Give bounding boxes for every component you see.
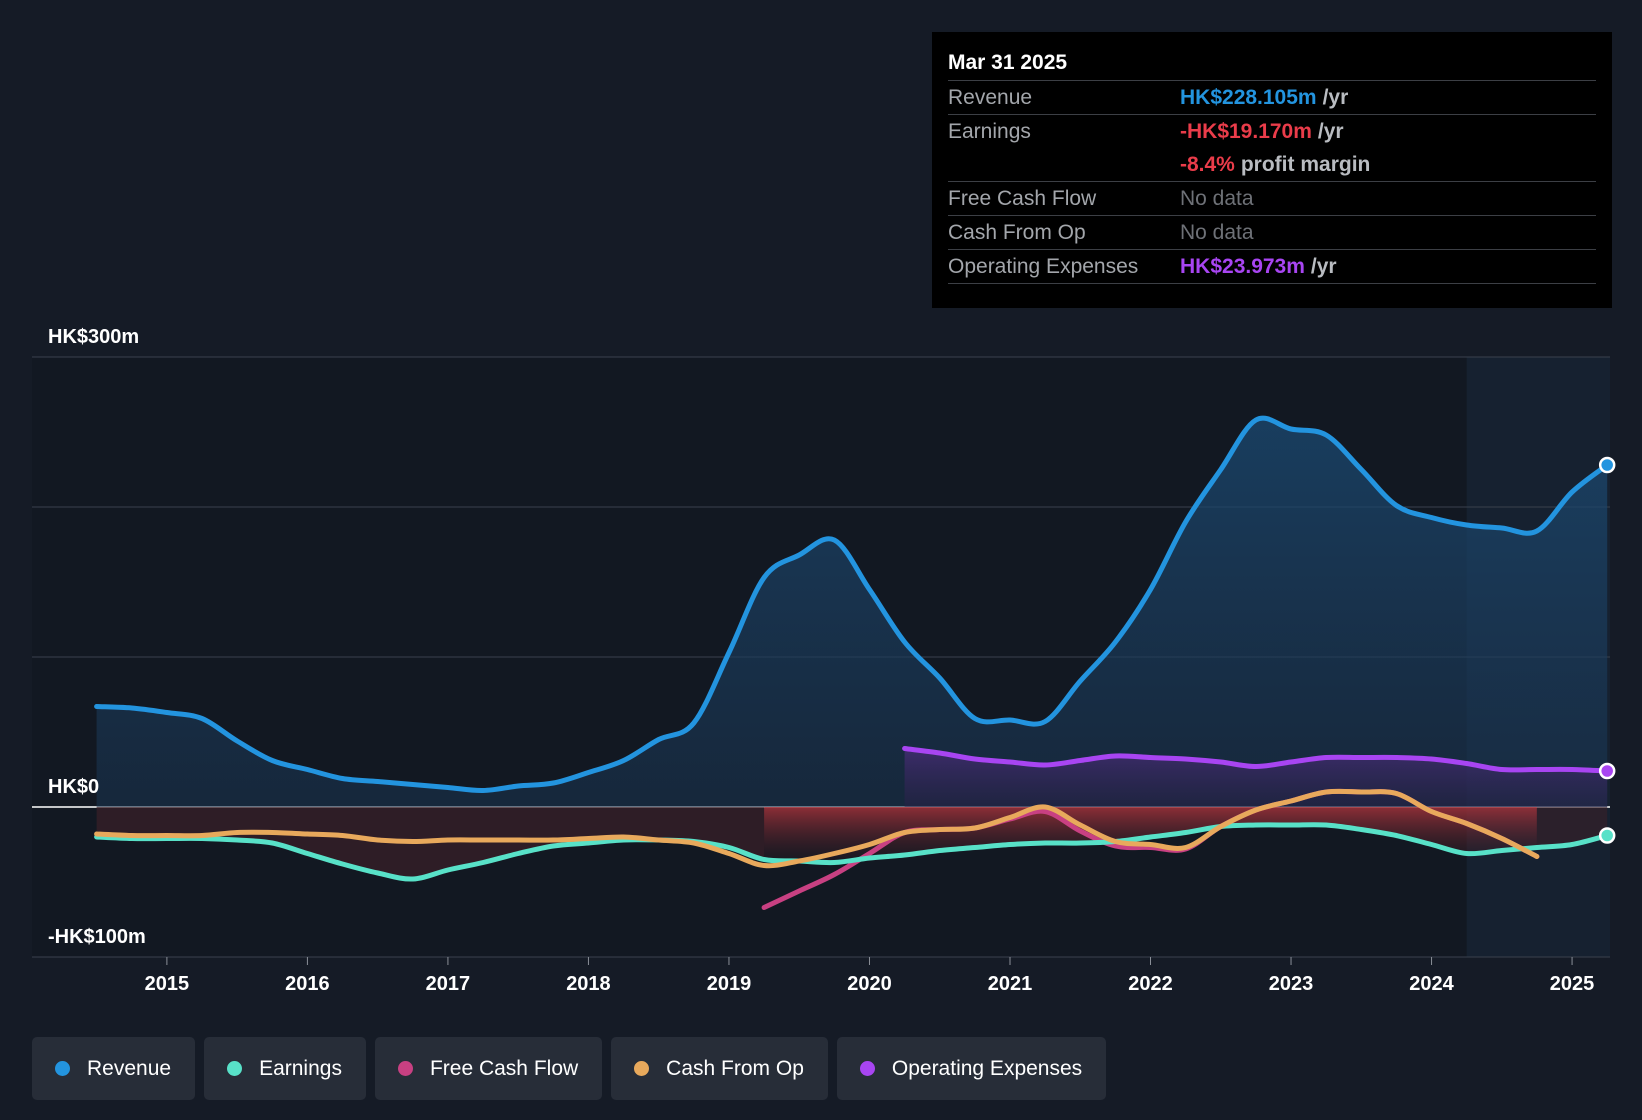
legend-label-revenue: Revenue xyxy=(87,1056,172,1080)
x-axis-label-2018: 2018 xyxy=(566,973,611,995)
tooltip-label-revenue: Revenue xyxy=(948,86,1033,109)
x-axis-label-2017: 2017 xyxy=(426,973,471,995)
tooltip-row-cfo: Cash From Op No data xyxy=(948,215,1596,249)
legend-label-earnings: Earnings xyxy=(259,1056,342,1080)
tooltip-value-opex: HK$23.973m xyxy=(1180,255,1305,278)
tooltip-value-revenue: HK$228.105m xyxy=(1180,86,1317,109)
x-axis-label-2019: 2019 xyxy=(707,973,752,995)
tooltip-label-earnings: Earnings xyxy=(948,120,1031,143)
y-axis-label-0: HK$300m xyxy=(48,326,139,348)
x-axis-label-2015: 2015 xyxy=(145,973,190,995)
x-axis-label-2021: 2021 xyxy=(988,973,1033,995)
opex-area xyxy=(904,748,1608,807)
tooltip-row-earnings: Earnings -HK$19.170m /yr xyxy=(948,114,1596,148)
legend-item-revenue[interactable]: Revenue xyxy=(32,1037,196,1100)
tooltip-row-revenue: Revenue HK$228.105m /yr xyxy=(948,80,1596,114)
earnings-end-dot xyxy=(1598,827,1616,844)
tooltip-label-opex: Operating Expenses xyxy=(948,255,1139,278)
y-axis-label-1: HK$0 xyxy=(48,776,99,798)
legend-dot-operating-expenses xyxy=(859,1061,875,1076)
opex-end-dot xyxy=(1598,762,1616,780)
earnings-area-late xyxy=(1536,807,1608,848)
x-axis-label-2022: 2022 xyxy=(1128,973,1173,995)
tooltip-value-fcf: No data xyxy=(1180,187,1254,210)
x-axis-label-2023: 2023 xyxy=(1269,973,1314,995)
revenue-area xyxy=(96,418,1608,807)
y-axis-label-2: -HK$100m xyxy=(48,926,146,948)
legend-dot-revenue xyxy=(55,1061,70,1076)
tooltip-row-fcf: Free Cash Flow No data xyxy=(948,181,1596,215)
x-axis-label-2016: 2016 xyxy=(285,973,330,995)
tooltip-value-margin: -8.4% xyxy=(1180,153,1235,176)
tooltip-unit-opex: /yr xyxy=(1310,255,1337,278)
legend-item-cash-from-op[interactable]: Cash From Op xyxy=(611,1037,828,1100)
tooltip-unit-revenue: /yr xyxy=(1322,86,1349,109)
tooltip-panel: Mar 31 2025 Revenue HK$228.105m /yr Earn… xyxy=(932,32,1612,308)
legend-label-free-cash-flow: Free Cash Flow xyxy=(429,1056,579,1080)
tooltip-label-margin xyxy=(948,148,1180,181)
legend-dot-earnings xyxy=(227,1061,243,1076)
legend-item-earnings[interactable]: Earnings xyxy=(204,1037,366,1100)
operating-expenses-line xyxy=(902,746,1610,774)
legend-dot-cash-from-op xyxy=(634,1061,650,1076)
legend-dot-free-cash-flow xyxy=(397,1061,413,1076)
x-axis-label-2025: 2025 xyxy=(1550,973,1595,995)
tooltip-label-fcf: Free Cash Flow xyxy=(948,187,1097,210)
legend-item-operating-expenses[interactable]: Operating Expenses xyxy=(836,1037,1107,1100)
revenue-line xyxy=(94,415,1610,794)
tooltip-label-cfo: Cash From Op xyxy=(948,221,1086,244)
tooltip-value-earnings: -HK$19.170m xyxy=(1180,120,1312,143)
x-axis-label-2020: 2020 xyxy=(847,973,892,995)
tooltip-row-opex: Operating Expenses HK$23.973m /yr xyxy=(948,249,1596,284)
legend-label-cash-from-op: Cash From Op xyxy=(666,1056,804,1080)
revenue-end-dot xyxy=(1598,456,1616,474)
cash-from-op-line xyxy=(94,788,1540,869)
legend-label-operating-expenses: Operating Expenses xyxy=(891,1056,1083,1080)
legend: Revenue Earnings Free Cash Flow Cash Fro… xyxy=(32,1037,1107,1100)
tooltip-row-margin: -8.4% profit margin xyxy=(948,148,1596,181)
tooltip-value-cfo: No data xyxy=(1180,221,1254,244)
tooltip-unit-earnings: /yr xyxy=(1317,120,1344,143)
legend-item-free-cash-flow[interactable]: Free Cash Flow xyxy=(374,1037,603,1100)
earnings-line xyxy=(94,822,1610,882)
tooltip-unit-margin: profit margin xyxy=(1240,153,1371,176)
x-axis-label-2024: 2024 xyxy=(1409,973,1454,995)
tooltip-date: Mar 31 2025 xyxy=(948,51,1068,74)
